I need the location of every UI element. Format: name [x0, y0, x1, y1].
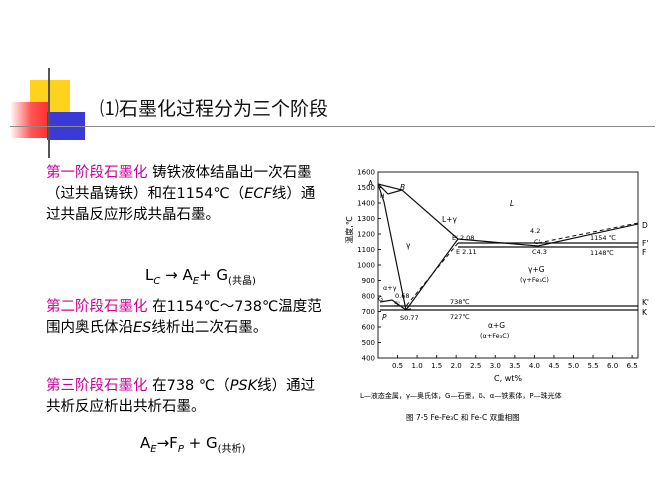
- decor-vertical-line: [48, 68, 50, 158]
- region-labels: A H B L L+γ γ E' 2.08 E 2.11 4.2 C' C4.3…: [368, 179, 649, 340]
- slide-title: ⑴石墨化过程分为三个阶段: [100, 98, 329, 120]
- y-tick-label: 800: [362, 293, 375, 301]
- svg-text:B: B: [400, 183, 405, 192]
- x-tick-label: 1.5: [431, 362, 442, 370]
- svg-text:1148℃: 1148℃: [590, 249, 614, 257]
- svg-text:F: F: [642, 248, 646, 257]
- acm-line: [405, 238, 459, 311]
- svg-text:S0.77: S0.77: [400, 314, 419, 322]
- svg-text:α+γ: α+γ: [383, 284, 397, 292]
- svg-text:A: A: [368, 179, 374, 188]
- stage3-psk: PSK: [229, 378, 258, 394]
- decor-red-square: [10, 102, 48, 138]
- x-tick-label: 2.5: [470, 362, 481, 370]
- equation-eutectoid: AE→FP + G(共析): [140, 434, 246, 455]
- y-tick-label: 1500: [357, 184, 375, 192]
- svg-text:L: L: [510, 199, 514, 208]
- svg-text:C4.3: C4.3: [532, 248, 547, 256]
- figure-legend: L—液态金属，γ—奥氏体，G—石墨，δ、α—铁素体，P—珠光体: [360, 391, 562, 400]
- stage1-paragraph: 第一阶段石墨化 铸铁液体结晶出一次石墨（过共晶铸铁）和在1154℃（ECF线）通…: [46, 163, 326, 226]
- x-tick-label: 6.5: [627, 362, 638, 370]
- svg-text:G: G: [378, 295, 383, 303]
- y-tick-label: 1300: [357, 215, 375, 223]
- y-tick-label: 400: [362, 355, 375, 363]
- stage1-text-a: 铸铁液体结晶出一次石墨（过共晶铸铁）和在1154℃（: [46, 165, 312, 202]
- svg-text:727℃: 727℃: [450, 313, 470, 321]
- svg-text:(γ+Fe₃C): (γ+Fe₃C): [520, 276, 549, 284]
- svg-text:0.68: 0.68: [395, 292, 409, 300]
- y-axis-label: 温度,℃: [344, 216, 354, 244]
- stage2-es: ES: [133, 320, 152, 336]
- stage3-text-b: 线）通过共析反应析出共析石墨。: [46, 378, 316, 415]
- svg-text:D: D: [642, 221, 648, 230]
- svg-text:F': F': [642, 239, 648, 248]
- svg-text:K': K': [642, 298, 649, 307]
- stage1-ecf: ECF: [244, 186, 272, 202]
- x-tick-labels: 0.5 1.0 1.5 2.0 2.5 3.0 3.5 4.0 4.5 5.0 5.5 6.0 6.5: [392, 355, 638, 370]
- stable-liquidus-dashed: [537, 222, 639, 244]
- y-tick-label: 600: [362, 324, 375, 332]
- stage2-label: 第二阶段石墨化: [46, 299, 148, 315]
- x-axis-label: C, wt%: [494, 374, 522, 383]
- svg-text:γ+G: γ+G: [528, 265, 545, 274]
- stage1-label: 第一阶段石墨化: [46, 165, 148, 181]
- dashed-phase-lines: [405, 222, 639, 307]
- peritectic-region: [377, 183, 403, 195]
- svg-text:S': S': [394, 300, 400, 308]
- svg-text:1154 ℃: 1154 ℃: [590, 234, 616, 242]
- stage2-text-b: 线析出二次石墨。: [151, 320, 268, 336]
- y-tick-label: 1200: [357, 231, 375, 239]
- svg-text:P: P: [382, 313, 387, 322]
- y-tick-label: 700: [362, 308, 375, 316]
- y-tick-label: 1600: [357, 169, 375, 177]
- plot-frame: [377, 171, 639, 359]
- svg-text:4.2: 4.2: [530, 227, 540, 235]
- svg-text:E 2.11: E 2.11: [456, 248, 477, 256]
- x-tick-label: 5.0: [568, 362, 579, 370]
- y-tick-label: 500: [362, 339, 375, 347]
- svg-text:C': C': [534, 238, 541, 246]
- svg-text:γ: γ: [406, 241, 411, 250]
- x-tick-label: 4.0: [529, 362, 540, 370]
- stage3-paragraph: 第三阶段石墨化 在738 ℃（PSK线）通过共析反应析出共析石墨。: [46, 376, 326, 418]
- x-tick-label: 3.0: [490, 362, 501, 370]
- svg-text:738℃: 738℃: [450, 298, 470, 306]
- svg-text:(α+Fe₃C): (α+Fe₃C): [480, 332, 509, 340]
- x-tick-label: 1.0: [412, 362, 423, 370]
- solid-phase-lines: [377, 183, 639, 311]
- y-tick-label: 900: [362, 277, 375, 285]
- title-divider: [10, 126, 655, 127]
- alpha-gamma-boundary: [379, 299, 407, 311]
- stage2-text-a: 在1154℃～738℃温度范围内奥氏体沿: [46, 299, 322, 336]
- x-tick-label: 0.5: [392, 362, 403, 370]
- phase-diagram-figure: 1600 1500 1400 1300 1200 1100 1000 900 800 700 600…: [344, 169, 649, 423]
- y-tick-label: 1400: [357, 200, 375, 208]
- stage3-text-a: 在738 ℃（: [152, 378, 230, 394]
- x-tick-label: 3.5: [509, 362, 520, 370]
- x-tick-label: 5.5: [587, 362, 598, 370]
- svg-text:K: K: [642, 308, 648, 317]
- y-tick-label: 1100: [357, 246, 375, 254]
- x-tick-label: 2.0: [451, 362, 462, 370]
- svg-text:L+γ: L+γ: [442, 215, 457, 224]
- y-tick-label: 1000: [357, 262, 375, 270]
- figure-caption: 图 7-5 Fe-Fe₃C 和 Fe-C 双重相图: [406, 412, 520, 422]
- x-tick-label: 6.0: [607, 362, 618, 370]
- stage1-text-b: 线）通过共晶反应形成共晶石墨。: [46, 186, 316, 223]
- x-tick-label: 4.5: [548, 362, 559, 370]
- svg-text:E' 2.08: E' 2.08: [452, 234, 474, 242]
- svg-text:α+G: α+G: [488, 321, 505, 330]
- svg-text:H: H: [380, 193, 385, 200]
- equation-eutectic: LC → AE+ G(共晶): [145, 266, 256, 287]
- stage2-paragraph: 第二阶段石墨化 在1154℃～738℃温度范围内奥氏体沿ES线析出二次石墨。: [46, 297, 326, 339]
- y-tick-labels: 1600 1500 1400 1300 1200 1100 1000 900 800 700 600…: [357, 169, 381, 363]
- stage3-label: 第三阶段石墨化: [46, 378, 148, 394]
